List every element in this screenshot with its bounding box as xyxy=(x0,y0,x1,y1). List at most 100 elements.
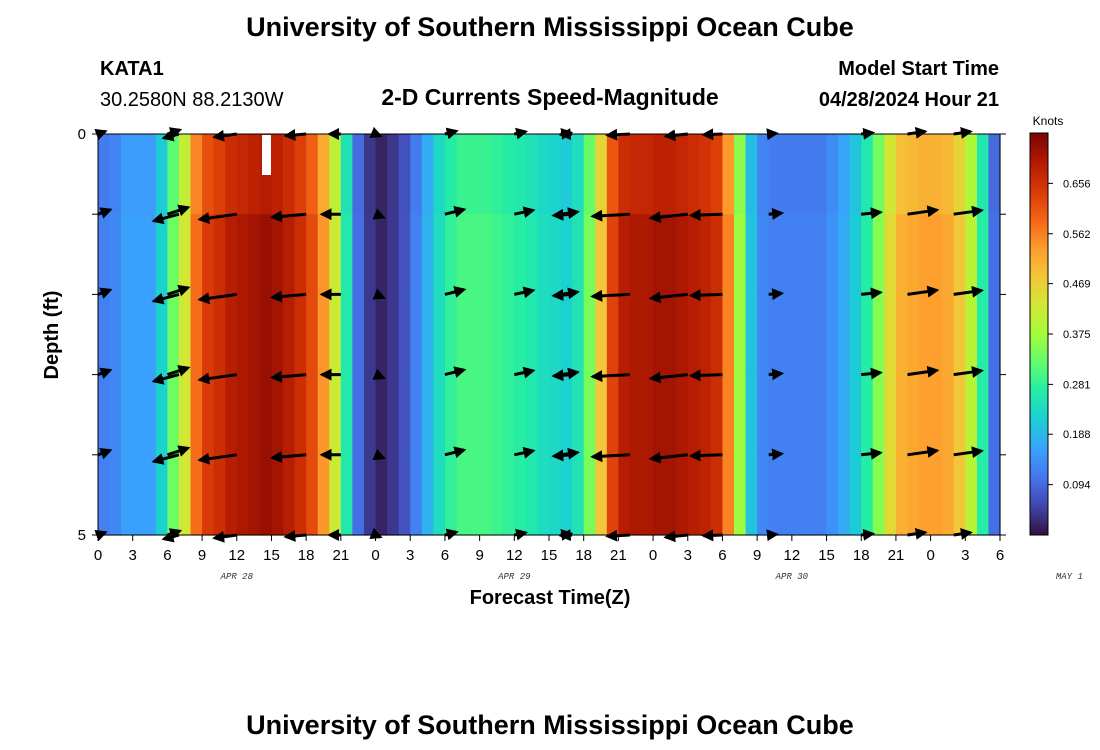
heatmap-cell xyxy=(861,214,874,295)
current-vector xyxy=(372,448,386,461)
heatmap-cell xyxy=(213,214,226,295)
heatmap-cell xyxy=(965,134,978,215)
heatmap-cell xyxy=(144,374,157,456)
heatmap-cell xyxy=(225,134,238,215)
heatmap-cell xyxy=(895,294,909,376)
current-vector xyxy=(151,212,180,225)
heatmap-cell xyxy=(352,134,365,215)
station-id: KATA1 xyxy=(100,58,164,80)
x-tick-label: 0 xyxy=(94,547,102,564)
current-vector xyxy=(551,208,573,221)
current-vector xyxy=(97,447,113,460)
current-vector xyxy=(151,292,180,305)
heatmap-cell xyxy=(387,134,400,215)
current-vector xyxy=(953,205,984,218)
heatmap-cell xyxy=(803,374,816,456)
heatmap-cell xyxy=(919,454,932,536)
heatmap-cell xyxy=(653,374,666,456)
heatmap-cell xyxy=(780,374,793,456)
heatmap-cell xyxy=(826,454,839,536)
heatmap-cell xyxy=(525,374,539,456)
heatmap-cell xyxy=(178,374,192,456)
heatmap-cell xyxy=(236,294,249,376)
heatmap-cell xyxy=(236,454,249,536)
heatmap-cell xyxy=(710,294,724,376)
heatmap-cell xyxy=(861,134,874,215)
heatmap-cell xyxy=(549,374,562,456)
heatmap-cell xyxy=(329,214,342,295)
heatmap-cell xyxy=(283,454,296,536)
x-tick-label: 21 xyxy=(333,547,350,564)
x-tick-label: 3 xyxy=(684,547,692,564)
heatmap-cell xyxy=(202,374,215,456)
heatmap-cell xyxy=(907,294,920,376)
current-vector xyxy=(861,207,883,220)
heatmap-cell xyxy=(329,294,342,376)
heatmap-cell xyxy=(595,454,608,536)
heatmap-cell xyxy=(791,374,805,456)
heatmap-cell xyxy=(468,214,481,295)
heatmap-cell xyxy=(421,454,434,536)
heatmap-cell xyxy=(456,214,469,295)
heatmap-cell xyxy=(317,374,330,456)
heatmap-cell xyxy=(144,454,157,536)
heatmap-cell xyxy=(502,454,515,536)
heatmap-cell xyxy=(757,134,770,215)
heatmap-cell xyxy=(549,214,562,295)
heatmap-cell xyxy=(965,214,978,295)
heatmap-cell xyxy=(872,294,885,376)
heatmap-cell xyxy=(433,214,446,295)
current-vector xyxy=(97,367,113,380)
heatmap-cell xyxy=(109,214,122,295)
heatmap-cell xyxy=(502,214,515,295)
heatmap-cell xyxy=(132,454,145,536)
heatmap-cell xyxy=(907,454,920,536)
heatmap-cell xyxy=(734,454,747,536)
current-vector xyxy=(648,451,688,464)
heatmap-cell xyxy=(271,294,284,376)
heatmap-cell xyxy=(618,214,631,295)
colorbar-tick-label: 0.562 xyxy=(1063,229,1091,241)
heatmap-cell xyxy=(167,214,180,295)
heatmap-cell xyxy=(595,214,608,295)
heatmap-cell xyxy=(814,214,828,295)
heatmap-cell xyxy=(306,134,319,215)
heatmap-cell xyxy=(606,134,619,215)
heatmap-cell xyxy=(780,454,793,536)
heatmap-cell xyxy=(814,454,828,536)
heatmap-cell xyxy=(606,294,619,376)
heatmap-cell xyxy=(479,134,492,215)
heatmap-cell xyxy=(479,454,492,536)
heatmap-cell xyxy=(271,134,284,215)
y-axis: 05 xyxy=(78,126,1006,544)
current-vector xyxy=(590,450,630,463)
model-start-time: 04/28/2024 Hour 21 xyxy=(819,89,999,111)
heatmap-cell xyxy=(121,214,134,295)
heatmap-cell xyxy=(965,454,978,536)
heatmap-cell xyxy=(202,214,215,295)
heatmap-cell xyxy=(976,374,990,456)
x-tick-label: 21 xyxy=(888,547,905,564)
heatmap-cell xyxy=(861,294,874,376)
heatmap-cell xyxy=(872,134,885,215)
heatmap-cell xyxy=(629,134,643,215)
heatmap-cell xyxy=(340,214,354,295)
current-vector xyxy=(372,208,386,220)
heatmap-cell xyxy=(988,374,1001,456)
heatmap-cell xyxy=(629,214,643,295)
heatmap-cell xyxy=(352,214,365,295)
heatmap-cell xyxy=(687,134,700,215)
heatmap-cell xyxy=(734,214,747,295)
current-vector xyxy=(648,371,688,384)
heatmap-cell xyxy=(803,214,816,295)
heatmap-cell xyxy=(676,134,689,215)
heatmap-cell xyxy=(849,214,862,295)
heatmap-cell xyxy=(595,294,608,376)
current-vector xyxy=(151,453,180,465)
heatmap-cell xyxy=(178,454,192,536)
heatmap-cell xyxy=(919,374,932,456)
heatmap-cell xyxy=(271,454,284,536)
heatmap-cell xyxy=(421,214,434,295)
heatmap-cell xyxy=(560,454,573,536)
heatmap-cell xyxy=(838,214,851,295)
